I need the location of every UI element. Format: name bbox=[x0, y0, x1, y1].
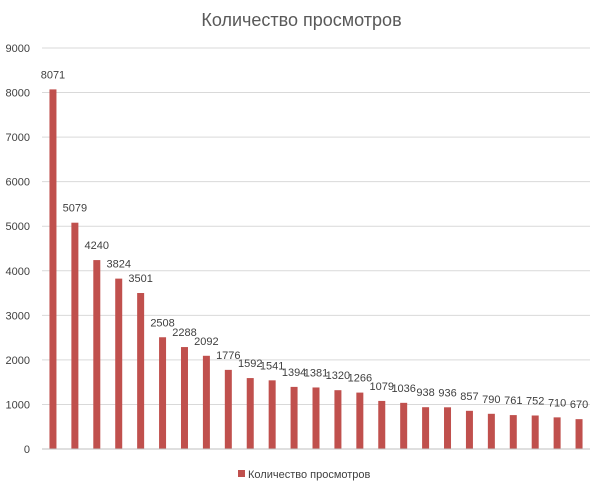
bar bbox=[487, 413, 495, 449]
data-label: 938 bbox=[416, 387, 434, 399]
bar bbox=[531, 415, 539, 449]
bar bbox=[356, 392, 364, 449]
legend-swatch bbox=[238, 470, 245, 477]
bar bbox=[93, 260, 101, 449]
bar bbox=[159, 337, 167, 449]
data-label: 1776 bbox=[216, 350, 240, 362]
data-label: 1036 bbox=[391, 383, 415, 395]
bar bbox=[180, 347, 188, 449]
data-label: 857 bbox=[460, 391, 478, 403]
y-tick-label: 3000 bbox=[6, 310, 30, 322]
bar bbox=[71, 222, 79, 449]
legend-entry-label: Количество просмотров bbox=[248, 469, 371, 481]
data-label: 752 bbox=[526, 395, 544, 407]
bars bbox=[49, 89, 583, 449]
bar bbox=[334, 390, 342, 449]
data-label: 2288 bbox=[172, 327, 196, 339]
data-label: 4240 bbox=[85, 240, 109, 252]
data-label: 1592 bbox=[238, 358, 262, 370]
y-tick-label: 8000 bbox=[6, 88, 30, 100]
bar bbox=[509, 415, 517, 449]
bar bbox=[290, 386, 298, 449]
y-tick-label: 2000 bbox=[6, 355, 30, 367]
gridlines bbox=[42, 47, 590, 405]
bar bbox=[246, 378, 254, 449]
bar bbox=[115, 278, 123, 449]
legend: Количество просмотров bbox=[238, 469, 371, 481]
bar bbox=[378, 400, 386, 449]
chart-title: Количество просмотров bbox=[201, 10, 401, 30]
y-tick-label: 6000 bbox=[6, 177, 30, 189]
data-label: 8071 bbox=[41, 69, 65, 81]
data-label: 1394 bbox=[282, 367, 306, 379]
y-tick-label: 1000 bbox=[6, 399, 30, 411]
data-label: 1541 bbox=[260, 360, 284, 372]
data-label: 710 bbox=[548, 397, 566, 409]
data-label: 936 bbox=[438, 387, 456, 399]
data-label: 3501 bbox=[128, 273, 152, 285]
data-label: 761 bbox=[504, 395, 522, 407]
bar bbox=[137, 293, 145, 449]
bar bbox=[422, 407, 430, 449]
data-label: 1381 bbox=[304, 367, 328, 379]
bar bbox=[465, 410, 473, 449]
bar bbox=[400, 402, 408, 449]
data-label: 1079 bbox=[370, 381, 394, 393]
data-label: 1266 bbox=[348, 373, 372, 385]
bar bbox=[49, 89, 57, 449]
bar bbox=[553, 417, 561, 449]
data-label: 5079 bbox=[63, 203, 87, 215]
bar bbox=[312, 387, 320, 449]
data-label: 2092 bbox=[194, 336, 218, 348]
bar bbox=[444, 407, 452, 449]
y-tick-label: 0 bbox=[24, 444, 30, 456]
y-tick-label: 5000 bbox=[6, 221, 30, 233]
data-label: 1320 bbox=[326, 370, 350, 382]
y-tick-label: 9000 bbox=[6, 43, 30, 55]
bar bbox=[202, 355, 210, 449]
data-label: 670 bbox=[570, 399, 588, 411]
y-tick-label: 7000 bbox=[6, 132, 30, 144]
data-label: 2508 bbox=[150, 317, 174, 329]
y-axis-ticks: 0 1000 2000 3000 4000 5000 6000 7000 8000 9000 bbox=[6, 43, 30, 456]
bar bbox=[224, 369, 232, 449]
bar bbox=[575, 419, 583, 449]
data-label: 790 bbox=[482, 394, 500, 406]
y-tick-label: 4000 bbox=[6, 266, 30, 278]
data-label: 3824 bbox=[106, 259, 130, 271]
bar bbox=[268, 380, 276, 449]
